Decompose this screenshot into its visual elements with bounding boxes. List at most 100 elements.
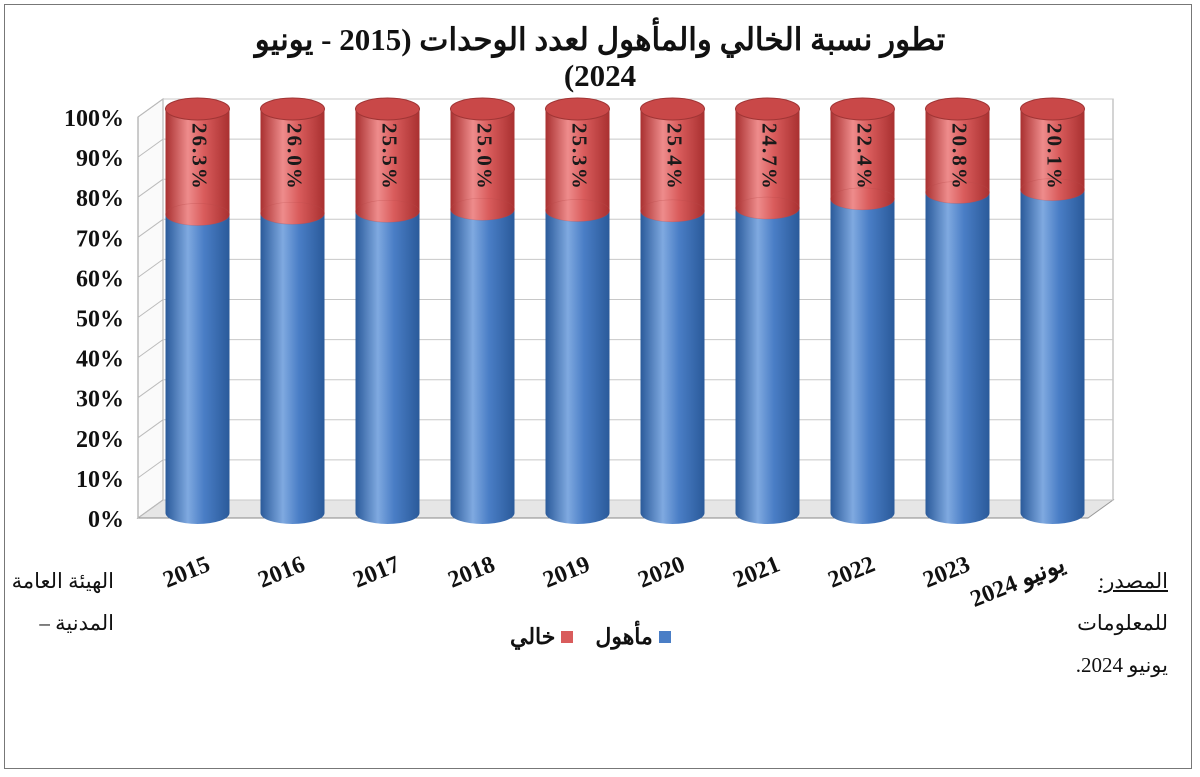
bar-vacant — [165, 109, 230, 226]
bar-occupied — [450, 209, 515, 524]
bar-occupied — [355, 211, 420, 524]
bar-joint — [450, 197, 515, 221]
bar-top-cap — [260, 97, 325, 121]
bar-vacant — [355, 109, 420, 223]
bar-top-cap — [640, 97, 705, 121]
bar-occupied — [545, 210, 610, 524]
source-left: الهيئة العامة المدنية – — [10, 560, 114, 644]
bar-joint — [260, 201, 325, 225]
bar-joint — [830, 187, 895, 211]
legend-item-vacant: خالي — [510, 624, 574, 650]
bar-joint — [640, 199, 705, 223]
x-tick-label: 2018 — [445, 551, 499, 593]
bar-top-cap — [450, 97, 515, 121]
bar-group: 20.8% 2023 — [920, 97, 990, 594]
chart-frame — [4, 4, 1192, 769]
y-tick-label: 0% — [88, 507, 124, 533]
x-tick-label: 2022 — [825, 551, 879, 593]
bar-group: 22.4% 2022 — [825, 97, 895, 594]
gridline-side — [137, 258, 164, 278]
bar-joint — [355, 199, 420, 223]
gridline-side — [137, 499, 164, 519]
gridline-side — [137, 419, 164, 439]
source-right-line2: يونيو 2024. — [1075, 653, 1168, 677]
chart-title: تطور نسبة الخالي والمأهول لعدد الوحدات (… — [0, 22, 1200, 94]
bar-vacant — [735, 109, 800, 220]
bar-group: 25.4% 2020 — [635, 97, 705, 594]
y-tick-label: 70% — [76, 226, 124, 252]
source-right-line1: للمعلومات — [1077, 611, 1168, 635]
y-tick-label: 30% — [76, 387, 124, 413]
source-right: المصدر: للمعلومات يونيو 2024. — [1000, 560, 1168, 686]
source-left-line2: المدنية – — [39, 611, 114, 635]
data-label: 25.5% — [378, 123, 402, 191]
legend: مأهول خالي — [510, 624, 671, 650]
legend-label-vacant: خالي — [510, 624, 556, 649]
bar-vacant — [1020, 109, 1085, 201]
y-tick-label: 20% — [76, 427, 124, 453]
bar-occupied — [1020, 189, 1085, 524]
bar-group: 24.7% 2021 — [730, 97, 800, 594]
y-tick-label: 100% — [64, 106, 124, 132]
bar-group: 25.3% 2019 — [540, 97, 610, 594]
bar-joint — [1020, 178, 1085, 201]
y-tick-label: 10% — [76, 467, 124, 493]
bar-group: 26.3% 2015 — [160, 97, 230, 594]
chart-title-line2: 2024) — [563, 58, 637, 93]
gridline-side — [137, 299, 164, 318]
data-label: 25.0% — [473, 123, 497, 191]
legend-label-occupied: مأهول — [595, 624, 653, 649]
data-label: 20.1% — [1043, 123, 1067, 191]
data-label: 24.7% — [758, 123, 782, 191]
source-label: المصدر: — [1098, 569, 1168, 593]
x-tick-label: 2023 — [920, 551, 974, 593]
data-label: 26.0% — [283, 123, 307, 191]
bar-occupied — [735, 208, 800, 524]
x-tick-label: 2019 — [540, 551, 594, 593]
x-tick-label: 2016 — [255, 551, 309, 593]
legend-swatch-vacant — [561, 631, 574, 643]
bar-vacant — [830, 109, 895, 210]
bar-top-cap — [925, 97, 990, 121]
data-label: 26.3% — [188, 123, 212, 191]
bar-joint — [925, 181, 990, 204]
gridline-side — [137, 138, 164, 158]
bar-vacant — [450, 109, 515, 221]
data-label: 25.3% — [568, 123, 592, 191]
bar-occupied — [830, 198, 895, 524]
gridline-side — [137, 459, 164, 479]
y-tick-label: 60% — [76, 266, 124, 292]
bar-vacant — [925, 109, 990, 204]
y-tick-label: 40% — [76, 347, 124, 373]
legend-item-occupied: مأهول — [595, 624, 671, 650]
gridline-side — [137, 218, 164, 238]
bar-vacant — [260, 109, 325, 225]
bar-vacant — [640, 109, 705, 222]
x-tick-label: 2020 — [635, 551, 689, 593]
data-label: 22.4% — [853, 123, 877, 191]
bar-top-cap — [735, 97, 800, 121]
y-tick-label: 90% — [76, 146, 124, 172]
source-left-line1: الهيئة العامة — [11, 569, 114, 593]
bar-top-cap — [1020, 97, 1085, 121]
gridline-side — [137, 379, 164, 399]
bar-group: 25.5% 2017 — [350, 97, 420, 594]
data-label: 25.4% — [663, 123, 687, 191]
x-tick-label: 2021 — [730, 551, 784, 593]
x-tick-label: 2017 — [350, 551, 404, 593]
bar-occupied — [640, 210, 705, 524]
bar-joint — [545, 199, 610, 222]
bar-joint — [735, 196, 800, 220]
y-tick-label: 80% — [76, 186, 124, 212]
bar-top-cap — [545, 97, 610, 121]
gridline-side — [137, 98, 164, 118]
y-tick-label: 50% — [76, 307, 124, 333]
bar-top-cap — [355, 97, 420, 121]
data-label: 20.8% — [948, 123, 972, 191]
bar-occupied — [165, 214, 230, 524]
legend-swatch-occupied — [658, 631, 671, 643]
bar-top-cap — [165, 97, 230, 121]
gridline-side — [137, 339, 164, 359]
bar-occupied — [260, 213, 325, 524]
